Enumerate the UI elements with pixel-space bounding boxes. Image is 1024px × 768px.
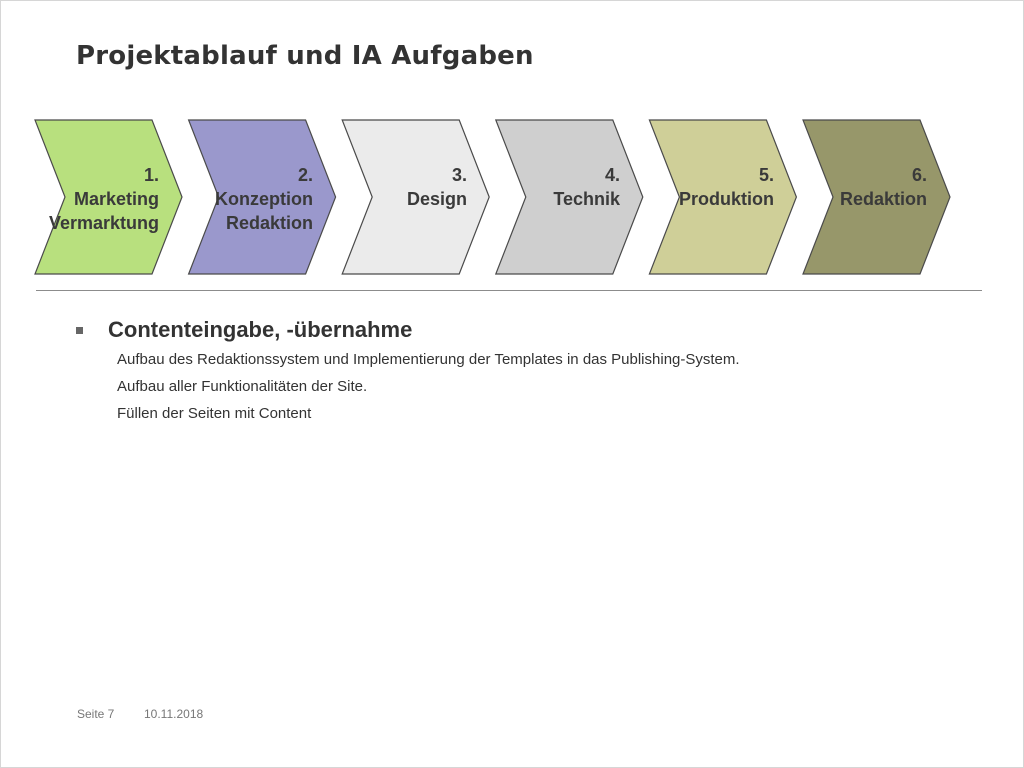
process-flow: 1. Marketing Vermarktung 2. Konzeption R…	[1, 1, 1024, 301]
step-6-title: Redaktion	[839, 189, 927, 209]
chevron-step-2	[187, 119, 337, 275]
footer-page-number: Seite 7	[77, 707, 115, 721]
step-2-label: 2. Konzeption Redaktion	[183, 163, 313, 235]
step-2-subtitle: Redaktion	[225, 213, 313, 233]
step-5-number: 5.	[758, 165, 774, 185]
sub-item-list: Aufbau des Redaktionssystem und Implemen…	[117, 350, 740, 431]
divider-line	[36, 290, 982, 291]
step-6-label: 6. Redaktion	[797, 163, 927, 211]
slide-title: Projektablauf und IA Aufgaben	[76, 41, 534, 71]
step-2-title: Konzeption	[215, 189, 313, 209]
step-3-title: Design	[406, 189, 467, 209]
chevron-step-5	[648, 119, 798, 275]
step-3-number: 3.	[451, 165, 467, 185]
step-1-number: 1.	[143, 165, 159, 185]
step-6-number: 6.	[911, 165, 927, 185]
footer-date: 10.11.2018	[144, 707, 204, 721]
step-5-label: 5. Produktion	[644, 163, 774, 211]
step-4-number: 4.	[604, 165, 620, 185]
chevron-step-3	[341, 119, 490, 275]
process-chevrons	[34, 119, 951, 275]
step-3-label: 3. Design	[337, 163, 467, 211]
chevron-step-6	[802, 119, 951, 275]
step-2-number: 2.	[297, 165, 313, 185]
square-bullet-icon	[76, 327, 83, 334]
step-4-label: 4. Technik	[490, 163, 620, 211]
sub-item: Füllen der Seiten mit Content	[117, 405, 312, 422]
bullet-heading-text: Contenteingabe, -übernahme	[108, 317, 413, 342]
sub-item: Aufbau aller Funktionalitäten der Site.	[117, 378, 368, 395]
bullet-heading: Contenteingabe, -übernahme	[76, 317, 412, 343]
step-1-label: 1. Marketing Vermarktung	[29, 163, 159, 235]
step-4-title: Technik	[553, 189, 620, 209]
chevron-step-1	[34, 119, 183, 275]
step-5-title: Produktion	[679, 189, 774, 209]
step-1-subtitle: Vermarktung	[48, 213, 159, 233]
step-1-title: Marketing	[73, 189, 159, 209]
sub-item: Aufbau des Redaktionssystem und Implemen…	[117, 351, 740, 368]
chevron-step-4	[494, 119, 644, 275]
